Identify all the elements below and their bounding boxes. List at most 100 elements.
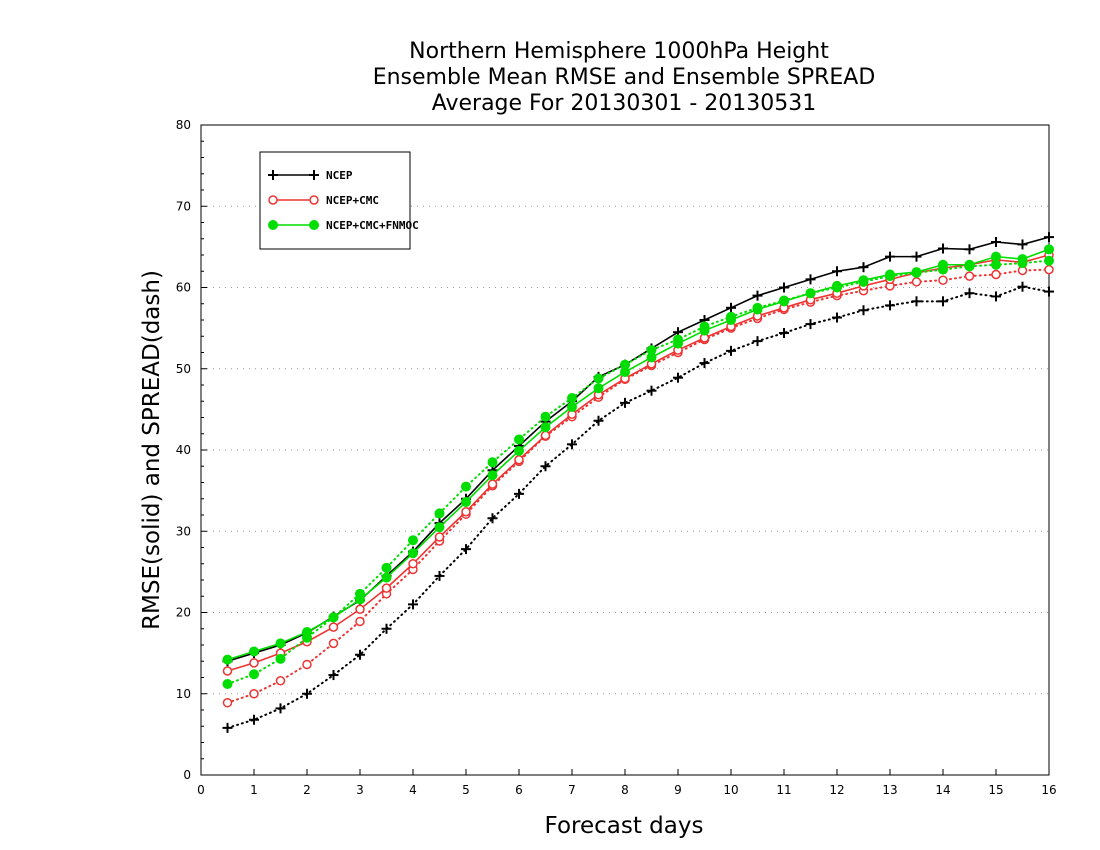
x-tick-label-6: 6	[515, 783, 523, 797]
series-ncep-spread-point	[805, 319, 816, 330]
series-ncep-cmc-fnmoc-rmse-point	[911, 267, 922, 278]
series-ncep-cmc-fnmoc-rmse-point	[302, 627, 312, 637]
series-ncep-spread-point	[514, 488, 524, 499]
series-ncep-rmse-point	[858, 262, 869, 273]
series-ncep-spread-point	[381, 623, 392, 634]
series-ncep-cmc-fnmoc-rmse-point	[249, 646, 259, 657]
series-ncep-cmc-fnmoc-spread-point	[249, 669, 259, 680]
series-ncep-cmc-fnmoc-spread-line	[226, 259, 1050, 685]
series-ncep-cmc-fnmoc-spread-point	[567, 393, 577, 403]
series-ncep-cmc-fnmoc-spread-point	[487, 457, 498, 468]
x-tick-label-5: 5	[462, 783, 470, 797]
series-ncep-cmc-fnmoc-rmse-point	[1044, 244, 1054, 255]
y-tick-label-10: 10	[176, 687, 191, 701]
series-ncep-spread-point	[646, 385, 657, 396]
series-ncep-spread-point	[1044, 286, 1054, 297]
series-ncep-cmc-fnmoc-spread-point	[434, 508, 445, 519]
x-tick-label-13: 13	[882, 783, 897, 797]
series-ncep-rmse-point	[964, 244, 975, 255]
series-ncep-cmc-rmse-point	[461, 507, 471, 517]
series-ncep-rmse	[222, 232, 1054, 667]
series-ncep-spread-point	[673, 372, 683, 383]
y-tick-label-80: 80	[176, 118, 191, 132]
legend-label-ncep: NCEP	[326, 169, 353, 182]
y-axis-tick-labels: 0 10 20 30 40 50 60 70 80	[176, 118, 191, 782]
series-ncep-cmc-fnmoc-spread-point	[222, 679, 233, 689]
series-ncep-spread-line	[226, 285, 1050, 729]
chart-title: Northern Hemisphere 1000hPa Height Ensem…	[373, 39, 876, 116]
series-ncep-cmc-fnmoc-spread-point	[408, 535, 418, 546]
series-ncep-cmc-fnmoc-rmse-point	[487, 470, 498, 481]
axis-ticks	[200, 124, 1050, 776]
legend-item-ncep: NCEP	[268, 169, 353, 182]
chart-title-line-1: Northern Hemisphere 1000hPa Height	[409, 39, 829, 64]
y-tick-label-60: 60	[176, 281, 191, 295]
series-ncep-cmc-fnmoc-rmse-point	[514, 445, 524, 456]
series-ncep-rmse-line	[227, 236, 1050, 663]
series-ncep-spread-point	[487, 513, 498, 524]
series-ncep-cmc-rmse	[222, 250, 1054, 676]
series-ncep-rmse-point	[779, 282, 789, 293]
series-ncep-spread-point	[408, 599, 418, 610]
series-ncep-cmc-spread-point	[991, 269, 1001, 280]
x-axis-label: Forecast days	[545, 813, 704, 839]
series-ncep-spread-point	[355, 649, 365, 660]
series-ncep-cmc-fnmoc-spread-point	[1044, 255, 1054, 266]
series-ncep-cmc-fnmoc-rmse-point	[832, 280, 842, 291]
series-ncep-spread-point	[620, 397, 630, 408]
series-ncep-cmc-fnmoc-rmse-point	[381, 572, 392, 583]
series-ncep-spread-point	[328, 670, 339, 681]
series-ncep-cmc-rmse-point	[381, 583, 392, 593]
series-ncep-spread-point	[964, 288, 975, 299]
chart-title-line-3: Average For 20130301 - 20130531	[432, 91, 817, 116]
series-ncep-cmc-rmse-point	[408, 559, 418, 569]
series-ncep-cmc-fnmoc-rmse-point	[620, 367, 630, 377]
x-tick-label-3: 3	[356, 783, 364, 797]
series-ncep-rmse-point	[885, 251, 895, 262]
series-ncep-cmc-rmse-point	[222, 666, 233, 676]
series-ncep-spread-point	[699, 358, 710, 369]
series-ncep-cmc-rmse-point	[487, 479, 498, 489]
y-tick-label-70: 70	[176, 199, 191, 213]
x-tick-label-4: 4	[409, 783, 417, 797]
series-ncep-cmc-spread-point	[222, 697, 233, 708]
legend-marker-ncep	[268, 170, 278, 180]
series-ncep-cmc-fnmoc-rmse-point	[567, 401, 577, 412]
legend-marker-ncep-cmc-fnmoc	[268, 220, 278, 230]
series-ncep-cmc-fnmoc-spread-point	[540, 411, 551, 422]
x-tick-label-16: 16	[1041, 783, 1056, 797]
series-ncep-cmc-spread-point	[964, 271, 975, 281]
series-ncep-cmc-fnmoc-rmse-point	[222, 654, 233, 665]
series-ncep-spread-point	[434, 570, 445, 581]
series-ncep-spread-point	[726, 345, 736, 356]
legend-label-ncep-cmc: NCEP+CMC	[326, 194, 379, 207]
series-ncep-cmc-fnmoc-rmse-point	[408, 548, 418, 559]
x-tick-label-7: 7	[568, 783, 576, 797]
series-ncep-rmse-point	[911, 251, 922, 262]
x-tick-label-0: 0	[197, 783, 205, 797]
y-tick-label-40: 40	[176, 443, 191, 457]
series-ncep-cmc-rmse-point	[249, 658, 259, 668]
series-ncep-cmc-spread-point	[302, 659, 312, 670]
y-axis-label: RMSE(solid) and SPREAD(dash)	[139, 270, 165, 630]
series-ncep-cmc-rmse-line	[227, 254, 1050, 672]
series-ncep-spread-point	[593, 415, 604, 426]
y-tick-label-50: 50	[176, 362, 191, 376]
series-ncep-cmc-rmse-point	[328, 622, 339, 632]
series-ncep-spread-point	[275, 703, 286, 714]
series-ncep-spread-point	[222, 722, 233, 733]
series-ncep-spread-point	[938, 296, 948, 307]
data-series	[222, 232, 1054, 733]
series-ncep-cmc-fnmoc-rmse-point	[355, 594, 365, 605]
series-ncep-cmc-rmse-point	[514, 455, 524, 465]
series-ncep-cmc-spread	[222, 264, 1054, 708]
series-ncep-spread-point	[249, 714, 259, 725]
series-ncep-cmc-spread-point	[249, 689, 259, 699]
series-ncep-cmc-fnmoc-rmse-point	[328, 612, 339, 623]
legend-box	[259, 151, 411, 250]
series-ncep-cmc-fnmoc-rmse-point	[540, 422, 551, 433]
chart-title-line-2: Ensemble Mean RMSE and Ensemble SPREAD	[373, 65, 876, 90]
legend: NCEP NCEP+CMC NCEP+CMC+FNMOC	[259, 151, 419, 250]
x-tick-label-2: 2	[303, 783, 311, 797]
series-ncep-cmc-fnmoc-spread-point	[461, 481, 471, 492]
